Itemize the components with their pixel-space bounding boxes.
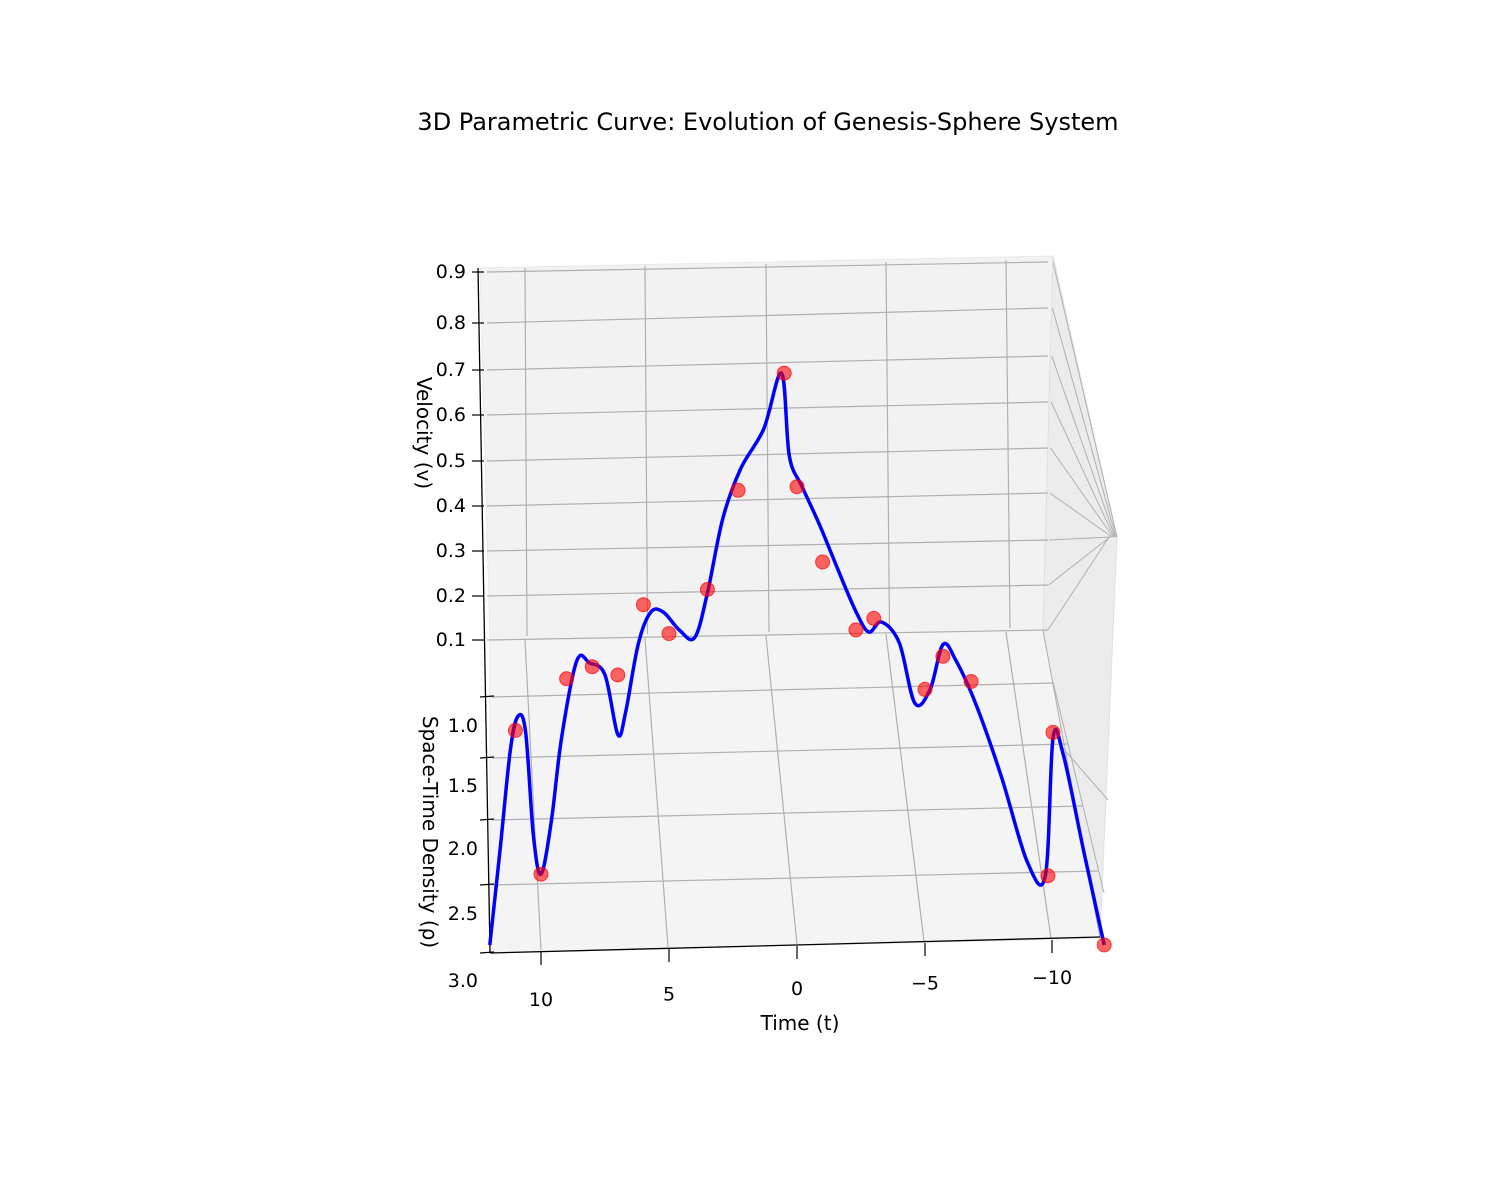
grid-line-z (486, 355, 1049, 371)
grid-line-z (486, 261, 1049, 273)
z-tick-label: 0.4 (436, 495, 466, 517)
y-tick-mark (479, 756, 495, 759)
grid-line-rho (491, 743, 1069, 759)
grid-line-x-floor (885, 633, 925, 942)
grid-line-x-back (1005, 259, 1011, 629)
x-tick-label: 10 (529, 989, 553, 1011)
grid-line-z (486, 539, 1049, 552)
x-axis-line (489, 936, 1101, 954)
grid (486, 259, 1118, 951)
x-tick-label: 0 (791, 978, 803, 1000)
data-layer (488, 365, 1112, 953)
z-axis-line (477, 267, 491, 954)
x-tick-label: 5 (663, 984, 675, 1006)
grid-line-x-floor (644, 637, 669, 948)
z-tick-label: 0.7 (436, 359, 466, 381)
y-axis-label: Space-Time Density (ρ) (418, 716, 442, 948)
y-tick-mark (479, 818, 495, 821)
sample-point-marker (533, 866, 549, 882)
sample-point-marker (935, 648, 951, 664)
grid-line-side (1059, 744, 1109, 801)
sample-point-marker (866, 610, 882, 626)
grid-line-x-floor (524, 639, 542, 951)
y-tick-mark (479, 883, 495, 886)
y-tick-mark (479, 951, 495, 954)
grid-line-side (1051, 355, 1116, 538)
grid-line-x-floor (1005, 631, 1052, 939)
sample-point-marker (559, 671, 575, 687)
sample-point-marker (1040, 868, 1056, 884)
sample-point-marker (776, 365, 792, 381)
y-tick-label: 2.0 (448, 838, 478, 860)
sample-point-marker (507, 722, 523, 738)
x-axis-label: Time (t) (760, 1011, 840, 1035)
z-tick-label: 0.6 (436, 404, 466, 426)
grid-line-side (1051, 307, 1117, 538)
grid-line-x-back (644, 265, 649, 635)
parametric-curve (488, 371, 1106, 946)
sample-point-marker (635, 597, 651, 613)
z-tick-label: 0.3 (436, 540, 466, 562)
z-axis-label: Velocity (v) (412, 377, 436, 489)
grid-line-rho (491, 870, 1099, 886)
y-tick-label: 1.5 (448, 775, 478, 797)
y-tick-label: 3.0 (448, 970, 478, 992)
sample-point-marker (610, 667, 626, 683)
grid-line-z (486, 584, 1049, 597)
y-tick-label: 1.0 (448, 715, 478, 737)
plot-panes (479, 255, 1118, 954)
y-tick-label: 2.5 (448, 903, 478, 925)
grid-line-side (1052, 681, 1105, 894)
grid-line-side (1050, 447, 1114, 538)
grid-line-z (486, 629, 1049, 641)
sample-point-marker (584, 659, 600, 675)
grid-line-z (486, 307, 1049, 324)
floor-pane (489, 629, 1101, 954)
sample-point-marker (1096, 937, 1112, 953)
z-tick-label: 0.1 (436, 629, 466, 651)
grid-line-side (1049, 536, 1112, 541)
ticks: 0.1 0.2 0.3 0.4 0.5 0.6 0.7 0.8 0.9 1.0 1.5 2.0 2.5 3… (436, 261, 1072, 1011)
grid-line-side (1049, 492, 1113, 538)
sample-point-marker (730, 482, 746, 498)
grid-line-x-floor (765, 635, 798, 945)
axes (477, 267, 1101, 954)
sample-point-marker (815, 554, 831, 570)
x-tick-label: −10 (1032, 967, 1072, 989)
grid-line-side (1052, 261, 1118, 538)
sample-point-marker (699, 582, 715, 597)
grid-line-rho (491, 682, 1054, 698)
z-tick-label: 0.2 (436, 585, 466, 607)
z-tick-label: 0.9 (436, 261, 466, 283)
grid-line-x-back (765, 263, 770, 633)
grid-line-rho (491, 805, 1084, 821)
grid-line-x-back (885, 261, 891, 631)
sample-point-marker (917, 681, 933, 697)
z-tick-label: 0.8 (436, 312, 466, 334)
x-tick-label: −5 (911, 973, 939, 995)
grid-line-side (1050, 401, 1115, 538)
sample-point-marker (661, 626, 677, 642)
chart-title: 3D Parametric Curve: Evolution of Genesi… (417, 108, 1118, 136)
sample-point-marker (789, 479, 805, 495)
y-tick-mark (479, 695, 495, 698)
sample-point-marker (1045, 724, 1061, 740)
grid-line-x-back (524, 267, 528, 637)
sample-point-marker (848, 622, 864, 638)
grid-line-side (1047, 536, 1110, 631)
z-tick-label: 0.5 (436, 450, 466, 472)
grid-line-side (1048, 536, 1111, 586)
sample-point-marker (963, 674, 979, 689)
